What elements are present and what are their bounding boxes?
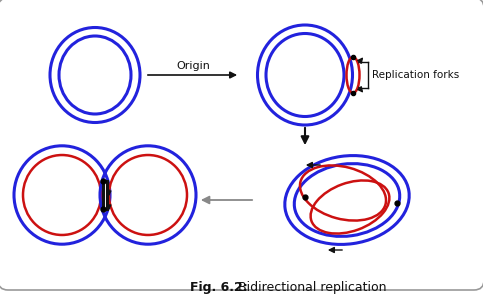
Text: Bidirectional replication: Bidirectional replication (230, 281, 386, 293)
Text: Fig. 6.2:: Fig. 6.2: (190, 281, 248, 293)
Text: Replication forks: Replication forks (372, 70, 459, 80)
Text: Origin: Origin (176, 61, 210, 71)
FancyBboxPatch shape (0, 0, 483, 290)
